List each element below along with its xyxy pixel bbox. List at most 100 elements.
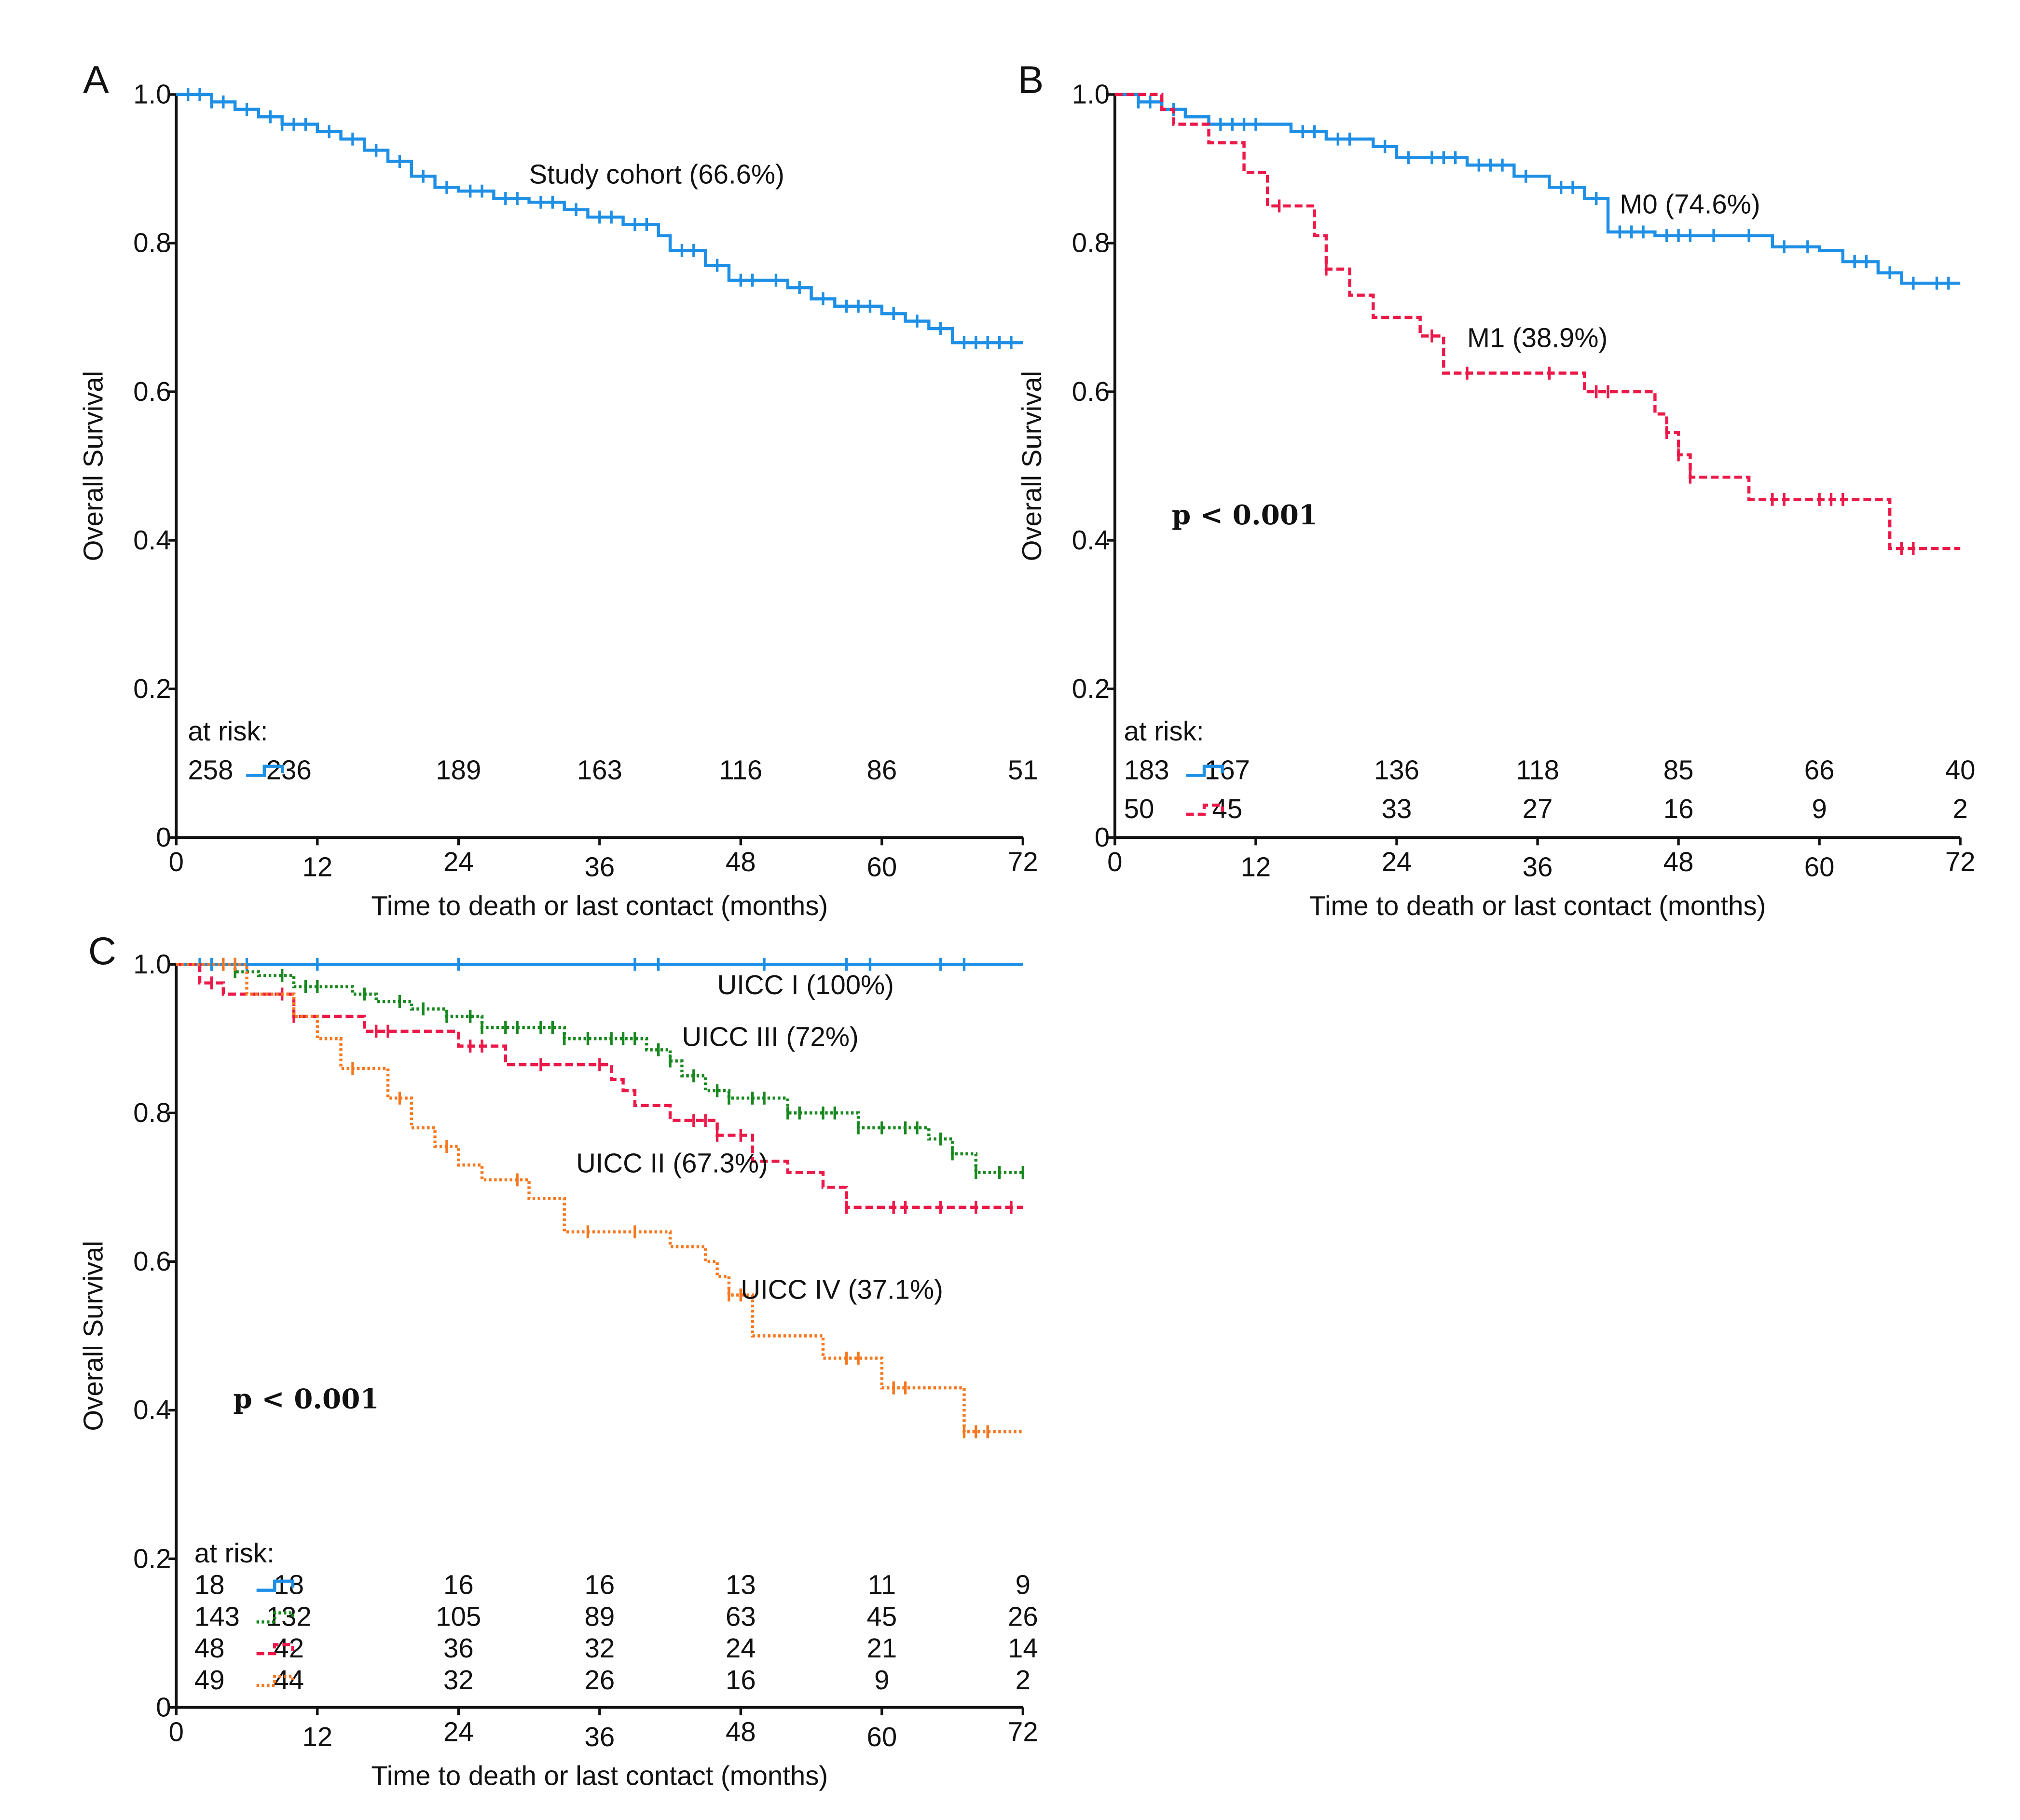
x-tick-label: 0 (169, 1716, 184, 1747)
y-tick-label: 0.2 (1072, 673, 1110, 704)
at-risk-count: 236 (266, 754, 312, 785)
at-risk-count: 33 (1382, 794, 1412, 824)
at-risk-count: 32 (443, 1665, 474, 1695)
at-risk-count: 18 (194, 1570, 225, 1600)
x-tick-label: 48 (726, 1716, 756, 1747)
series-label: UICC III (72%) (682, 1022, 858, 1052)
y-tick-label: 0.6 (133, 376, 171, 407)
legend-line-icon (256, 1674, 295, 1687)
x-axis-title: Time to death or last contact (months) (1309, 890, 1766, 921)
at-risk-heading: at risk: (194, 1538, 275, 1568)
y-tick-label: 0.2 (133, 673, 171, 704)
y-tick-label: 0.6 (1072, 376, 1110, 407)
survival-curve (176, 962, 1023, 1209)
x-tick-label: 48 (726, 847, 756, 877)
at-risk-count: 26 (584, 1665, 615, 1695)
at-risk-count: 116 (719, 754, 762, 785)
x-axis-title: Time to death or last contact (months) (371, 890, 828, 921)
at-risk-count: 163 (577, 754, 622, 785)
at-risk-count: 118 (1516, 754, 1559, 785)
y-axis-title: Overall Survival (1017, 371, 1047, 561)
at-risk-count: 9 (1812, 794, 1827, 824)
panel-b: B 0 0.2 0.4 0.6 0.8 1.0 0 12 24 36 48 60 72 Time to de… (1017, 58, 1976, 921)
series-uicc-1 (176, 962, 1025, 1179)
at-risk-count: 258 (188, 754, 233, 785)
y-tick-label: 1.0 (1072, 79, 1110, 109)
p-value: p < 0.001 (1172, 499, 1318, 531)
legend-line-icon (256, 1643, 295, 1656)
series-label: M0 (74.6%) (1620, 189, 1760, 219)
at-risk-count: 167 (1205, 754, 1250, 785)
at-risk-count: 66 (1804, 754, 1835, 785)
x-tick-label: 0 (169, 847, 184, 877)
at-risk-count: 86 (866, 754, 897, 785)
y-tick-label: 1.0 (133, 949, 171, 979)
at-risk-count: 11 (868, 1570, 896, 1600)
at-risk-count: 42 (274, 1633, 304, 1663)
at-risk-count: 143 (194, 1601, 240, 1631)
at-risk-count: 44 (274, 1665, 304, 1695)
survival-curve (176, 93, 1023, 344)
legend-line-icon (1186, 765, 1224, 777)
series-m1-1 (1114, 93, 1961, 555)
at-risk-heading: at risk: (1124, 716, 1204, 746)
y-tick-label: 0 (156, 822, 171, 852)
x-tick-label: 24 (443, 1716, 474, 1747)
at-risk-count: 14 (1008, 1633, 1038, 1663)
y-tick-label: 0 (156, 1692, 171, 1722)
x-tick-label: 60 (866, 1722, 897, 1752)
at-risk-count: 32 (584, 1633, 615, 1663)
series-label: Study cohort (66.6%) (529, 159, 784, 190)
series-label: UICC I (100%) (717, 970, 894, 1000)
at-risk-count: 26 (1008, 1601, 1038, 1631)
x-tick-label: 36 (1523, 852, 1553, 882)
at-risk-count: 105 (436, 1601, 481, 1631)
x-tick-label: 72 (1945, 847, 1976, 877)
at-risk-count: 2 (1953, 794, 1968, 824)
panel-letter: B (1018, 58, 1044, 102)
at-risk-count: 2 (1016, 1665, 1031, 1695)
x-tick-label: 72 (1008, 1716, 1038, 1747)
at-risk-count: 89 (584, 1601, 615, 1631)
at-risk-count: 21 (866, 1633, 897, 1663)
series-m0-0 (1114, 93, 1961, 290)
y-tick-label: 0.4 (133, 525, 171, 555)
x-tick-label: 12 (1241, 852, 1271, 882)
legend-line-icon (256, 1611, 295, 1624)
at-risk-heading: at risk: (188, 716, 268, 746)
at-risk-count: 132 (266, 1601, 312, 1631)
x-tick-label: 24 (1382, 847, 1412, 877)
survival-curve (176, 962, 1023, 1434)
at-risk-count: 49 (194, 1665, 225, 1695)
at-risk-count: 183 (1124, 754, 1169, 785)
at-risk-count: 189 (436, 754, 481, 785)
x-tick-label: 12 (302, 1722, 332, 1752)
at-risk-count: 136 (1374, 754, 1419, 785)
x-tick-label: 0 (1107, 847, 1122, 877)
legend-line-icon (246, 765, 284, 777)
at-risk-count: 24 (726, 1633, 756, 1663)
x-tick-label: 36 (584, 1722, 615, 1752)
at-risk-count: 18 (274, 1570, 304, 1600)
y-tick-label: 0.4 (133, 1395, 171, 1425)
at-risk-count: 9 (1016, 1570, 1031, 1600)
x-tick-label: 60 (1804, 852, 1835, 882)
x-tick-label: 24 (443, 847, 474, 877)
series-label: M1 (38.9%) (1467, 323, 1608, 353)
p-value: p < 0.001 (233, 1383, 379, 1415)
x-tick-label: 48 (1663, 847, 1694, 877)
series-label: UICC II (67.3%) (576, 1148, 768, 1178)
x-tick-label: 72 (1008, 847, 1038, 877)
at-risk-count: 50 (1124, 794, 1154, 824)
panel-a: A 0 0.2 0.4 0.6 0.8 1.0 0 12 24 36 48 60 72 Time to de… (78, 58, 1038, 921)
at-risk-count: 45 (866, 1601, 897, 1631)
x-tick-label: 12 (302, 852, 332, 882)
at-risk-count: 16 (443, 1570, 474, 1600)
series-uicc-3 (176, 958, 1023, 1438)
legend-line-icon (256, 1579, 295, 1592)
survival-curve (1114, 93, 1961, 285)
x-axis-title: Time to death or last contact (months) (371, 1761, 828, 1791)
series-label: UICC IV (37.1%) (741, 1274, 943, 1304)
y-tick-label: 0.8 (1072, 228, 1110, 258)
